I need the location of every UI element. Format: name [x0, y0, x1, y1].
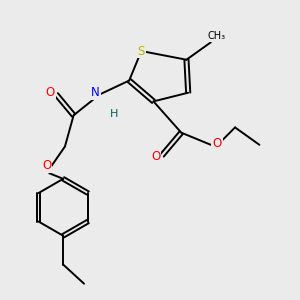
Text: CH₃: CH₃ [208, 31, 226, 41]
Text: O: O [42, 159, 51, 172]
Text: N: N [91, 86, 100, 99]
Text: O: O [151, 150, 160, 164]
Text: O: O [45, 86, 55, 99]
Text: O: O [212, 136, 222, 150]
Text: S: S [138, 44, 145, 58]
Text: H: H [110, 109, 118, 118]
